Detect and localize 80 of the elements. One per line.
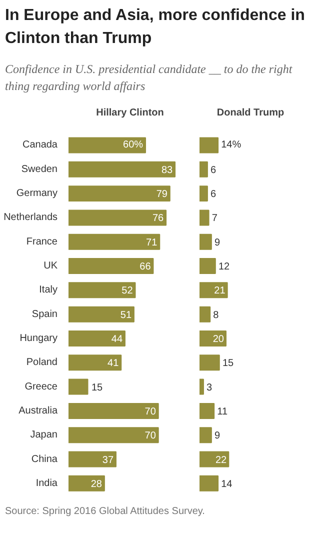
bar bbox=[68, 306, 134, 322]
data-label: 70 bbox=[144, 430, 156, 442]
bar bbox=[200, 378, 204, 395]
data-label: 6 bbox=[210, 189, 217, 200]
data-label: 41 bbox=[108, 358, 120, 370]
y-tick-label: Poland bbox=[26, 357, 58, 368]
bar bbox=[200, 451, 230, 468]
bar bbox=[200, 306, 211, 322]
data-label: 52 bbox=[122, 286, 134, 297]
data-label: 20 bbox=[212, 334, 224, 345]
bar bbox=[200, 427, 212, 444]
data-label: 60% bbox=[123, 140, 144, 151]
bar bbox=[68, 137, 146, 154]
bar bbox=[68, 475, 105, 492]
chart-subtitle: In Europe and Asia, more confidence in Clinton than Trump bbox=[5, 6, 305, 49]
bar bbox=[200, 330, 227, 346]
bar bbox=[200, 234, 212, 250]
bar bbox=[200, 210, 210, 226]
bar bbox=[200, 354, 220, 371]
y-tick-label: India bbox=[36, 478, 58, 489]
data-label: 76 bbox=[152, 213, 164, 224]
y-tick-label: China bbox=[31, 454, 58, 465]
data-label: 7 bbox=[212, 213, 218, 224]
y-tick-label: Netherlands bbox=[4, 212, 58, 224]
data-label: 14 bbox=[221, 478, 233, 490]
y-tick-label: Hungary bbox=[20, 332, 58, 344]
data-label: 21 bbox=[214, 286, 226, 297]
y-tick-label: UK bbox=[44, 260, 58, 272]
y-tick-label: Australia bbox=[18, 405, 58, 416]
bar bbox=[68, 161, 176, 178]
data-label: 14% bbox=[221, 140, 242, 151]
y-tick-label: France bbox=[26, 236, 58, 248]
source-note: Source: Spring 2016 Global Attitudes Survey. bbox=[5, 504, 205, 519]
data-label: 28 bbox=[90, 478, 102, 490]
data-label: 66 bbox=[140, 261, 152, 272]
bar bbox=[68, 451, 116, 468]
data-label: 15 bbox=[91, 382, 104, 394]
data-label: 15 bbox=[222, 358, 234, 370]
chart-title: Hillary Clinton bbox=[96, 107, 164, 118]
bar bbox=[200, 282, 228, 298]
data-label: 51 bbox=[120, 310, 132, 321]
data-label: 3 bbox=[206, 382, 213, 394]
data-label: 6 bbox=[210, 164, 217, 176]
data-label: 70 bbox=[144, 406, 156, 418]
bar bbox=[68, 258, 154, 274]
bar bbox=[68, 402, 159, 419]
bar bbox=[200, 258, 216, 274]
data-label: 12 bbox=[218, 261, 230, 272]
data-label: 22 bbox=[215, 454, 228, 466]
data-label: 9 bbox=[214, 237, 220, 248]
y-tick-label: Spain bbox=[32, 308, 58, 320]
bar bbox=[68, 210, 167, 226]
data-label: 9 bbox=[214, 430, 220, 442]
text: Confidence in U.S. presidential candidate __ to do the right thing regarding world affairs bbox=[5, 60, 294, 95]
y-tick-label: Sweden bbox=[21, 164, 58, 175]
y-tick-label: Germany bbox=[16, 188, 58, 200]
bar bbox=[200, 137, 219, 154]
data-label: 11 bbox=[217, 406, 228, 418]
y-tick-label: Italy bbox=[39, 284, 58, 296]
text: Donald Trump bbox=[216, 107, 284, 118]
bar bbox=[68, 186, 170, 202]
bar bbox=[68, 427, 159, 444]
data-label: 83 bbox=[161, 164, 174, 176]
data-label: 79 bbox=[156, 189, 168, 200]
data-label: 8 bbox=[213, 310, 220, 321]
y-tick-label: Japan bbox=[30, 430, 58, 441]
bar bbox=[200, 186, 208, 202]
y-tick-label: Greece bbox=[24, 381, 58, 392]
data-label: 37 bbox=[102, 454, 114, 466]
bar bbox=[68, 234, 160, 250]
bar bbox=[68, 330, 126, 346]
data-label: 71 bbox=[146, 237, 158, 248]
bar bbox=[68, 354, 122, 371]
data-label: 44 bbox=[111, 334, 123, 345]
bar bbox=[200, 402, 215, 419]
bar bbox=[200, 161, 208, 178]
bar bbox=[68, 282, 136, 298]
bar bbox=[68, 378, 88, 395]
y-tick-label: Canada bbox=[22, 140, 58, 151]
bar bbox=[200, 475, 219, 492]
